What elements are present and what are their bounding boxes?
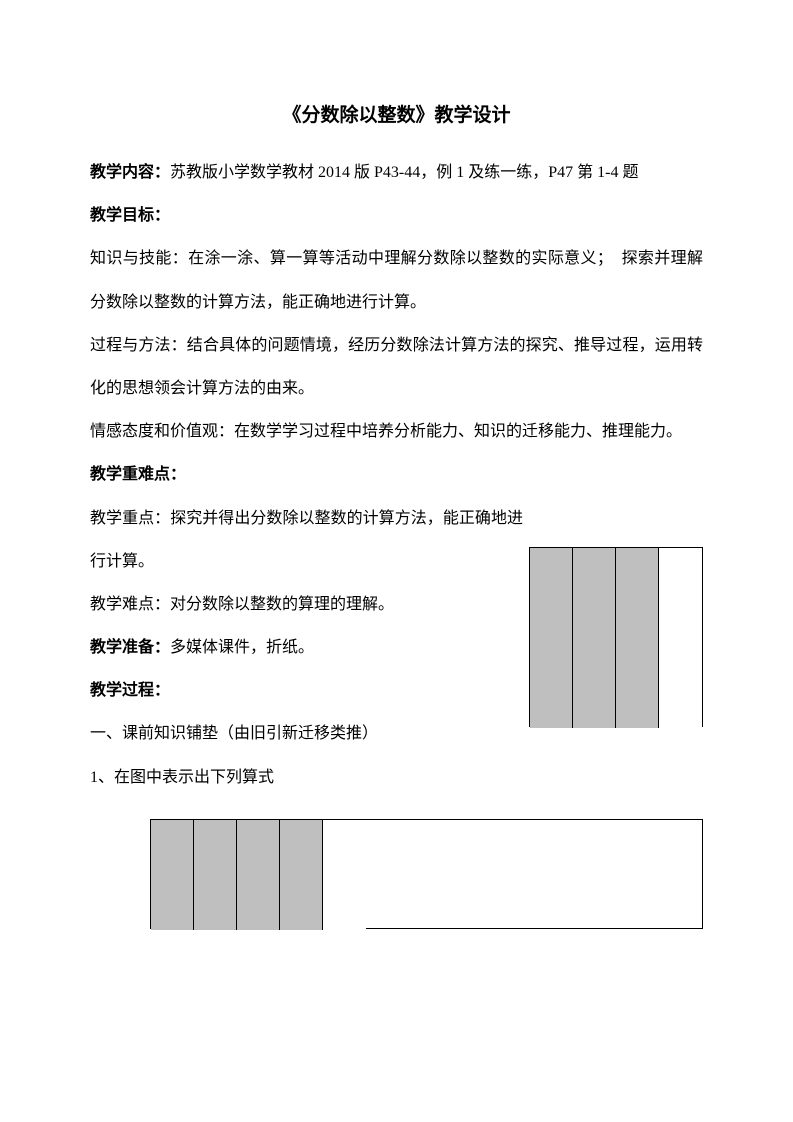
bar-segment [151,820,194,930]
right-diagram-container [529,547,703,727]
bottom-bar-diagram [150,819,703,929]
teaching-content-line: 教学内容：苏教版小学数学教材 2014 版 P43-44，例 1 及练一练，P4… [90,151,703,194]
objectives-label-line: 教学目标： [90,194,703,237]
process-p2: 1、在图中表示出下列算式 [90,756,703,799]
objectives-p3: 情感态度和价值观：在数学学习过程中培养分析能力、知识的迁移能力、推理能力。 [90,410,703,453]
objectives-p1: 知识与技能：在涂一涂、算一算等活动中理解分数除以整数的实际意义； 探索并理解分数… [90,237,703,323]
bar-segment [530,548,573,728]
bar-segment [573,548,616,728]
bar-segment [616,548,659,728]
objectives-p2: 过程与方法：结合具体的问题情境，经历分数除法计算方法的探究、推导过程，运用转化的… [90,324,703,410]
bar-segment [280,820,323,930]
bar-segment [659,548,702,728]
process-label: 教学过程： [90,682,170,699]
bar-segment [237,820,280,930]
prep-text: 多媒体课件，折纸。 [170,639,314,656]
prep-label: 教学准备： [90,639,170,656]
document-content: 教学内容：苏教版小学数学教材 2014 版 P43-44，例 1 及练一练，P4… [90,151,703,929]
objectives-label: 教学目标： [90,207,170,224]
content-label: 教学内容： [90,164,170,181]
right-bar-diagram [529,547,703,727]
content-text: 苏教版小学数学教材 2014 版 P43-44，例 1 及练一练，P47 第 1… [170,164,638,181]
bar-segment [194,820,237,930]
keypoints-label: 教学重难点： [90,466,186,483]
keypoints-label-line: 教学重难点： [90,453,703,496]
bottom-diagram-container [150,819,703,929]
document-title: 《分数除以整数》教学设计 [90,100,703,127]
bar-segment [323,820,366,930]
